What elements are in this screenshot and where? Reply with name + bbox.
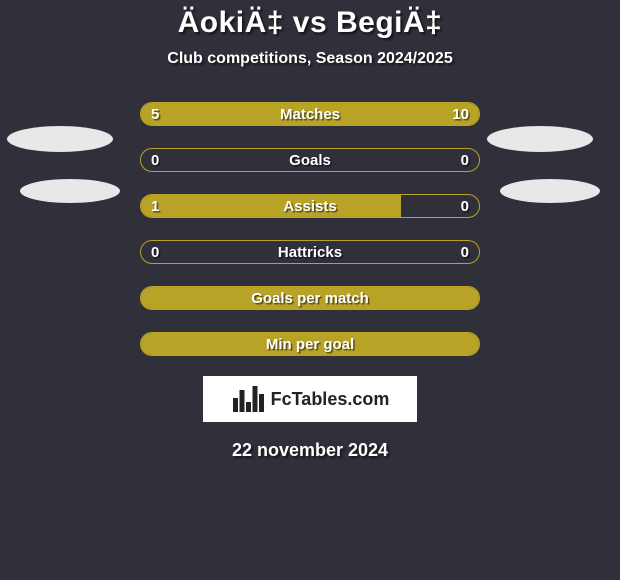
stat-left-value: 0	[151, 241, 159, 263]
bars-icon	[231, 384, 265, 414]
portrait-ellipse	[487, 126, 593, 152]
portrait-ellipse	[500, 179, 600, 203]
portrait-ellipse	[20, 179, 120, 203]
stat-right-value: 0	[461, 241, 469, 263]
stat-row: Min per goal	[140, 332, 480, 356]
stat-label: Goals	[141, 149, 479, 171]
stat-left-value: 1	[151, 195, 159, 217]
stat-row: Goals per match	[140, 286, 480, 310]
stat-right-value: 0	[461, 149, 469, 171]
stat-row: Goals0 0	[140, 148, 480, 172]
comparison-subtitle: Club competitions, Season 2024/2025	[0, 50, 620, 68]
stat-right-value: 0	[461, 195, 469, 217]
snapshot-date: 22 november 2024	[0, 440, 620, 461]
comparison-bars: Matches510Goals00Assists10Hattricks00Goa…	[140, 102, 480, 356]
stat-label: Goals per match	[141, 287, 479, 309]
stat-row: Hattricks0 0	[140, 240, 480, 264]
fctables-text: FcTables.com	[271, 389, 390, 410]
stat-row: Assists1 0	[140, 194, 480, 218]
portrait-ellipse	[7, 126, 113, 152]
stat-right-value: 10	[452, 103, 469, 125]
stat-label: Min per goal	[141, 333, 479, 355]
stat-label: Hattricks	[141, 241, 479, 263]
stat-label: Assists	[141, 195, 479, 217]
stat-left-value: 0	[151, 149, 159, 171]
comparison-title: ÄokiÄ‡ vs BegiÄ‡	[0, 0, 620, 40]
fctables-watermark: FcTables.com	[203, 376, 417, 422]
stat-row: Matches5 10	[140, 102, 480, 126]
stat-label: Matches	[141, 103, 479, 125]
stat-left-value: 5	[151, 103, 159, 125]
